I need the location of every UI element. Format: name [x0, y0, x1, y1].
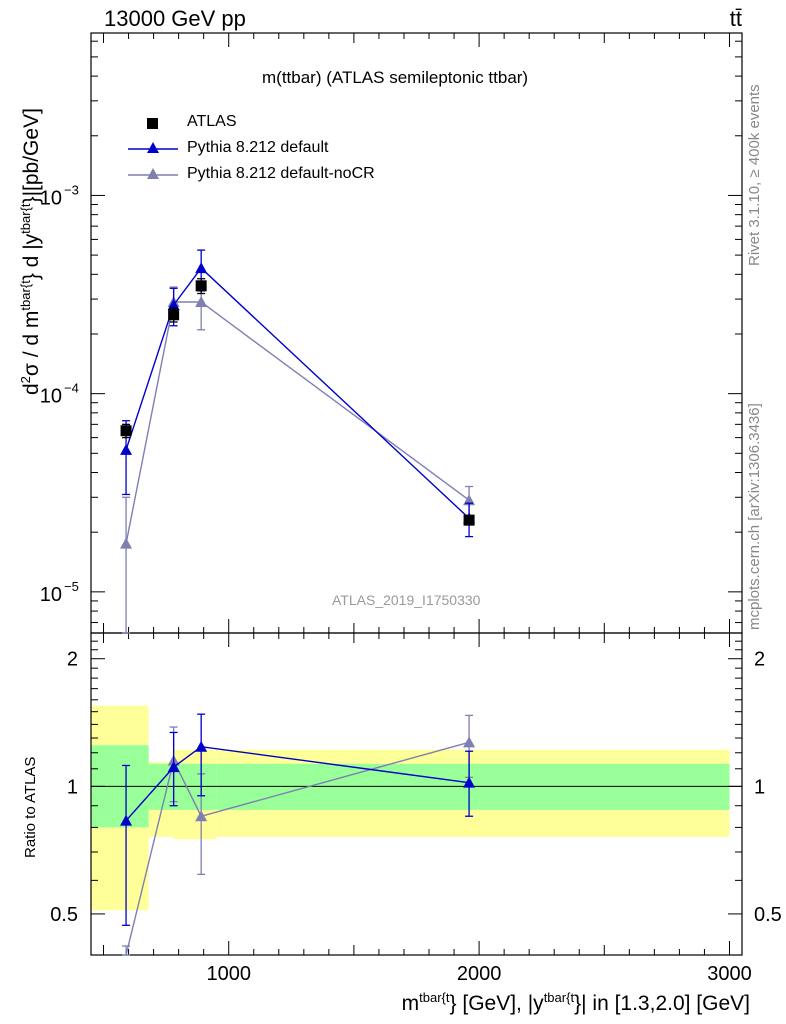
main-point-pythia-nocr: [463, 494, 476, 506]
main-point-atlas: [195, 280, 207, 292]
ratio-plot-frame: [90, 632, 743, 956]
ratio-line-pythia-nocr: [125, 741, 470, 956]
main-y-tick-label: 10: [40, 584, 62, 606]
ratio-frame-border: [90, 632, 743, 956]
ratio-line-pythia-default: [125, 745, 470, 822]
ratio-y-tick-label-right: 0.5: [754, 904, 782, 926]
ratio-point-pythia-nocr: [463, 736, 476, 748]
main-point-atlas: [463, 514, 475, 526]
ratio-point-pythia-default: [463, 776, 476, 788]
ratio-y-tick-label-right: 1: [754, 776, 765, 798]
main-y-tick-exponent: −3: [64, 182, 79, 197]
legend-marker-pythia-default: [128, 142, 178, 153]
x-axis-label: mtbar{t} [GeV], |ytbar{t}| in [1.3,2.0] …: [401, 990, 750, 1015]
main-point-pythia-nocr: [195, 295, 208, 307]
main-point-pythia-default: [120, 443, 133, 455]
main-y-tick-exponent: −4: [64, 381, 79, 396]
ratio-y-tick-label-left: 2: [67, 649, 78, 671]
main-line-pythia-default: [125, 267, 470, 519]
main-point-pythia-default: [195, 262, 208, 274]
legend-marker-atlas: [147, 118, 158, 129]
main-point-atlas: [168, 309, 180, 321]
legend-label-atlas: ATLAS: [187, 113, 237, 130]
header-energy-label: 13000 GeV pp: [104, 6, 246, 31]
ratio-uncertainty-bands: [91, 705, 742, 911]
analysis-watermark: ATLAS_2019_I1750330: [332, 592, 481, 608]
main-point-pythia-default: [167, 299, 180, 311]
x-tick-label: 3000: [707, 963, 752, 985]
x-tick-label: 2000: [457, 963, 502, 985]
main-point-atlas: [120, 425, 132, 437]
x-tick-label: 1000: [206, 963, 251, 985]
legend-marker-pythia-nocr: [128, 168, 178, 179]
ratio-y-tick-label-right: 2: [754, 649, 765, 671]
legend-label-pythia-nocr: Pythia 8.212 default-noCR: [187, 165, 375, 182]
main-series-layer: [120, 249, 476, 634]
ratio-point-pythia-nocr: [195, 810, 208, 822]
main-line-pythia-nocr: [125, 301, 470, 544]
ratio-point-pythia-default: [195, 740, 208, 752]
legend-label-pythia-default: Pythia 8.212 default: [187, 139, 329, 156]
main-y-tick-label: 10: [40, 386, 62, 408]
plot-title: m(ttbar) (ATLAS semileptonic ttbar): [262, 68, 529, 87]
ratio-point-pythia-default: [120, 814, 133, 826]
main-y-tick-label: 10: [40, 187, 62, 209]
main-point-pythia-nocr: [120, 537, 133, 549]
ratio-y-tick-label-left: 1: [67, 776, 78, 798]
main-y-tick-exponent: −5: [64, 579, 79, 594]
ratio-y-tick-label-left: 0.5: [50, 904, 78, 926]
header-process-label: tt̄: [729, 6, 742, 31]
ratio-point-pythia-default: [167, 761, 180, 773]
ratio-series-layer: [120, 713, 476, 956]
